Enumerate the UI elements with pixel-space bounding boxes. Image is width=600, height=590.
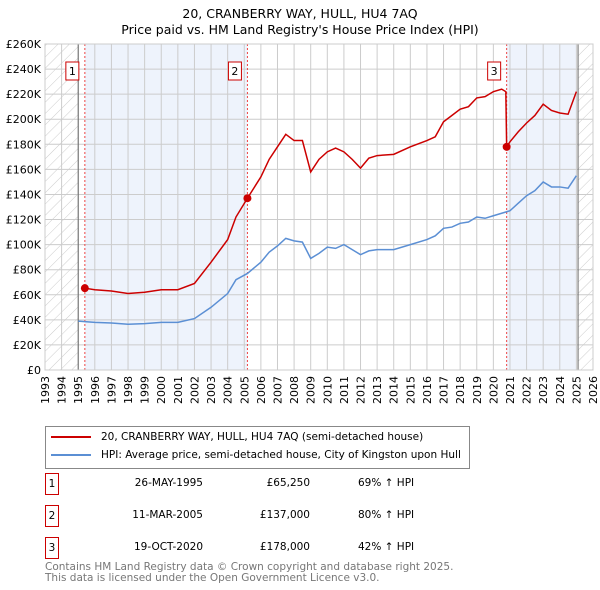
y-tick-label: £260K: [6, 38, 42, 51]
x-tick-label: 2010: [321, 376, 334, 404]
x-tick-label: 2016: [421, 376, 434, 404]
x-tick-label: 2011: [338, 376, 351, 404]
price-chart: 1993 1994 1995 1996 1997 1998 1999 2000 2001 2002…: [6, 38, 600, 404]
sale-point: [243, 194, 252, 203]
x-tick-label: 2022: [521, 376, 534, 404]
y-tick-label: £140K: [6, 188, 42, 201]
hpi-line: [78, 175, 578, 325]
footer-line-1: Contains HM Land Registry data © Crown c…: [45, 561, 454, 573]
transaction-hpi: 42% ↑ HPI: [358, 541, 415, 553]
y-tick-label: £0: [27, 364, 41, 377]
sale-label: 3: [491, 65, 498, 78]
x-tick-label: 1998: [122, 376, 135, 404]
chart-subtitle: Price paid vs. HM Land Registry's House …: [121, 22, 479, 37]
x-tick-label: 2021: [504, 376, 517, 404]
x-tick-label: 1997: [105, 376, 118, 404]
transaction-marker: 3: [45, 537, 59, 559]
x-tick-label: 1996: [89, 376, 102, 404]
shaded-period: [506, 44, 577, 370]
y-tick-label: £60K: [13, 289, 42, 302]
x-tick-label: 2024: [554, 376, 567, 404]
sale-label: 1: [69, 65, 76, 78]
transaction-price: £137,000: [259, 509, 310, 521]
x-tick-label: 1995: [72, 376, 85, 404]
x-tick-label: 2018: [454, 376, 467, 404]
y-tick-label: £240K: [6, 63, 42, 76]
x-tick-label: 2006: [255, 376, 268, 404]
sale-label: 2: [231, 65, 238, 78]
x-tick-label: 2017: [438, 376, 451, 404]
x-tick-label: 2020: [487, 376, 500, 404]
legend-hpi-label: HPI: Average price, semi-detached house,…: [101, 449, 461, 461]
transaction-date: 11-MAR-2005: [132, 509, 203, 521]
x-tick-label: 2026: [587, 376, 600, 404]
sale-label-box: [487, 61, 502, 81]
x-tick-label: 2012: [355, 376, 368, 404]
transaction-price: £65,250: [266, 477, 310, 489]
sale-label-box: [227, 61, 242, 81]
y-tick-label: £180K: [6, 138, 42, 151]
x-tick-label: 2003: [205, 376, 218, 404]
y-tick-label: £100K: [6, 239, 42, 252]
x-tick-label: 1994: [56, 376, 69, 404]
hatched-region-after: [578, 44, 593, 370]
sale-point: [502, 142, 511, 151]
plot-border: [44, 43, 594, 371]
transaction-hpi: 69% ↑ HPI: [358, 477, 415, 489]
y-tick-label: £160K: [6, 163, 42, 176]
x-tick-label: 2013: [371, 376, 384, 404]
transaction-row: 2 11-MAR-2005 £137,000 80% ↑ HPI: [45, 505, 445, 527]
legend-hpi-line: [51, 454, 91, 456]
y-tick-label: £40K: [13, 314, 42, 327]
transaction-marker: 2: [45, 505, 59, 527]
transaction-date: 19-OCT-2020: [134, 541, 203, 553]
sale-label-box: [65, 61, 80, 81]
transaction-hpi: 80% ↑ HPI: [358, 509, 415, 521]
x-tick-label: 2001: [172, 376, 185, 404]
y-tick-label: £20K: [13, 339, 42, 352]
x-tick-label: 1993: [39, 376, 52, 404]
x-tick-label: 2005: [238, 376, 251, 404]
x-tick-label: 2004: [222, 376, 235, 404]
sale-point: [80, 284, 89, 293]
x-tick-label: 2019: [471, 376, 484, 404]
transaction-date: 26-MAY-1995: [134, 477, 203, 489]
chart-title: 20, CRANBERRY WAY, HULL, HU4 7AQ: [182, 6, 418, 21]
legend-property-label: 20, CRANBERRY WAY, HULL, HU4 7AQ (semi-d…: [101, 431, 424, 443]
y-tick-label: £80K: [13, 264, 42, 277]
x-tick-label: 2008: [288, 376, 301, 404]
x-tick-label: 2014: [388, 376, 401, 404]
y-tick-label: £120K: [6, 214, 42, 227]
x-tick-label: 1999: [139, 376, 152, 404]
x-tick-label: 2023: [537, 376, 550, 404]
transaction-row: 1 26-MAY-1995 £65,250 69% ↑ HPI: [45, 473, 445, 495]
x-tick-label: 2002: [188, 376, 201, 404]
x-tick-label: 2009: [305, 376, 318, 404]
legend: 20, CRANBERRY WAY, HULL, HU4 7AQ (semi-d…: [45, 426, 470, 469]
x-tick-label: 2000: [155, 376, 168, 404]
shaded-period: [84, 44, 248, 370]
transaction-row: 3 19-OCT-2020 £178,000 42% ↑ HPI: [45, 537, 445, 559]
transaction-marker: 1: [45, 473, 59, 495]
x-tick-label: 2007: [271, 376, 284, 404]
y-tick-label: £220K: [6, 88, 42, 101]
footer: Contains HM Land Registry data © Crown c…: [45, 562, 453, 584]
footer-line-2: This data is licensed under the Open Gov…: [45, 572, 380, 584]
x-tick-label: 2015: [404, 376, 417, 404]
y-tick-label: £200K: [6, 113, 42, 126]
property-price-line: [84, 88, 578, 295]
legend-property-line: [51, 436, 91, 438]
x-tick-label: 2025: [570, 376, 583, 404]
transaction-price: £178,000: [259, 541, 310, 553]
